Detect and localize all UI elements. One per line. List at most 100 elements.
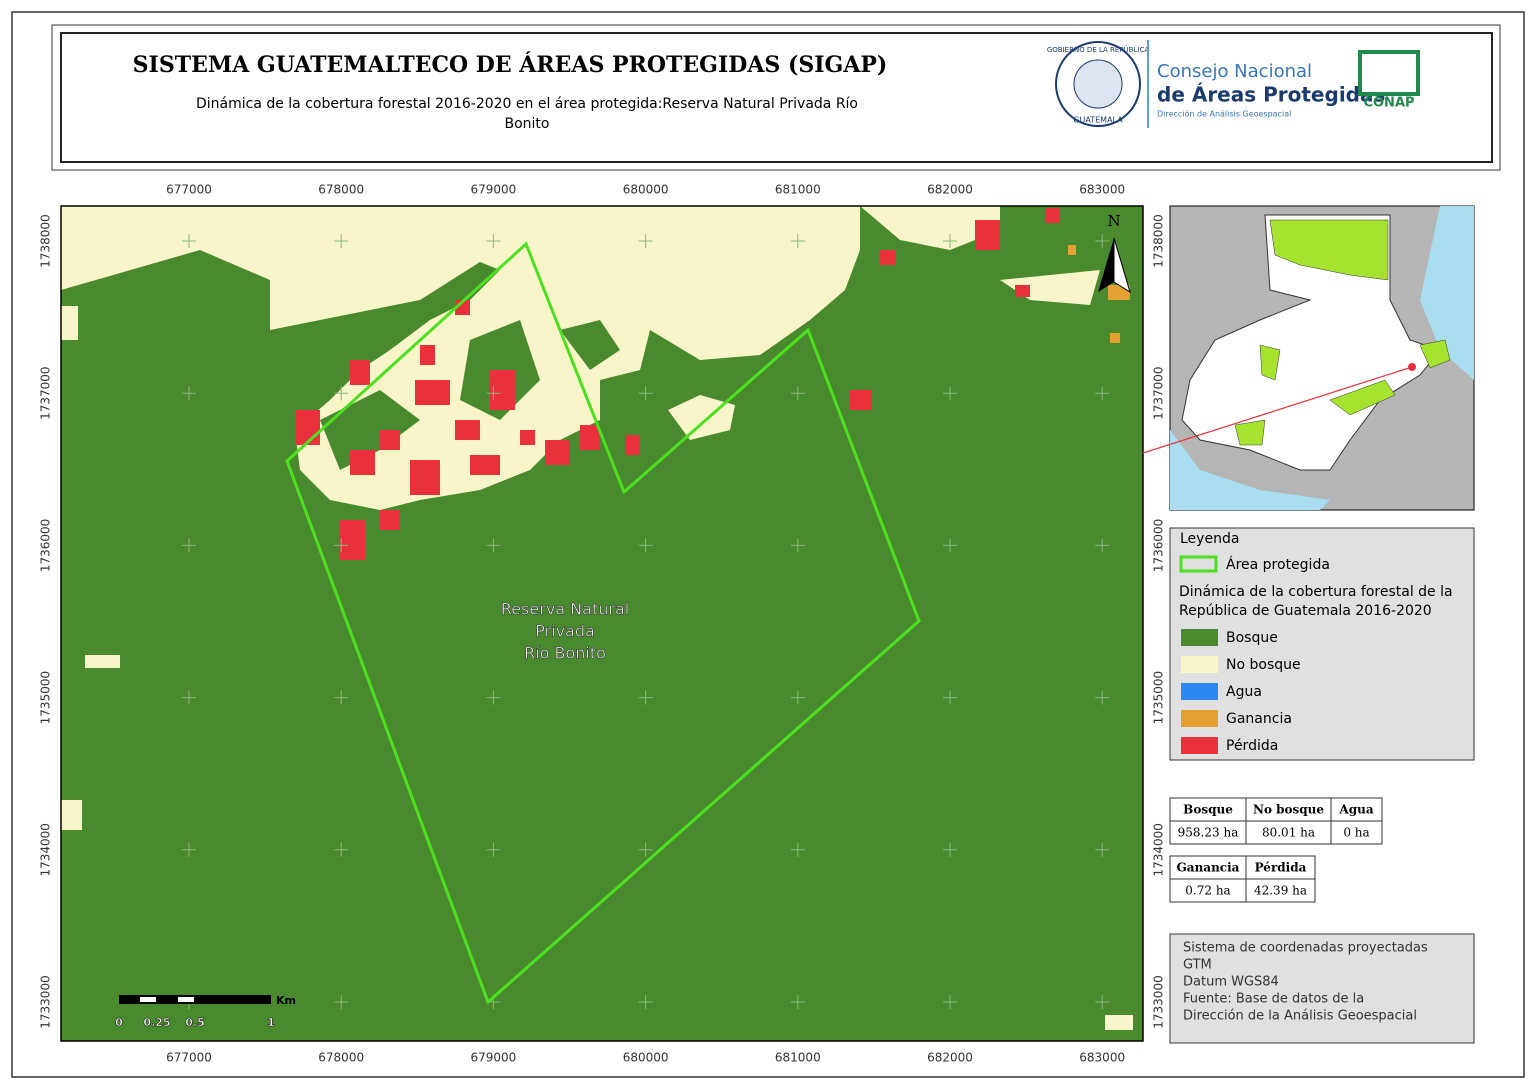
grid-cross [182,690,196,705]
legend-label: No bosque [1226,657,1301,673]
grid-cross [943,995,957,1009]
grid-cross [943,386,957,401]
x-coordinate: 681000 [775,183,821,197]
grid-cross [486,538,501,553]
map-border [60,205,1144,1042]
grid-cross [790,995,805,1009]
grid-cross [638,690,653,705]
grid-cross [943,538,957,553]
footnote-line: Dirección de la Análisis Geoespacial [1183,1009,1417,1024]
y-coordinate: 1734000 [39,823,53,876]
area-label: Reserva Natural Privada Río Bonito [501,599,630,663]
legend-subtitle: Dinámica de la cobertura forestal de la [1179,584,1453,600]
y-coordinate: 1735000 [1152,671,1166,724]
grid-cross [638,234,653,248]
table-value: 0 ha [1343,826,1369,840]
subtitle: Bonito [505,116,550,132]
x-coordinate: 678000 [318,183,364,197]
grid-cross [638,995,653,1009]
grid-cross [943,842,957,857]
scale-unit: Km [276,994,296,1007]
grid-cross [334,690,349,705]
legend-box [1169,527,1475,761]
locator-point [1408,363,1416,371]
legend-swatch [1181,737,1218,754]
scale-label: 0.5 [185,1016,205,1029]
table-header: Agua [1338,803,1373,817]
scale-label: 1 [267,1016,275,1029]
grid-cross [1095,690,1110,705]
grid-cross [334,386,349,401]
protected-area [285,241,921,1005]
grid-cross [486,234,501,248]
grid-cross [334,234,349,248]
north-arrow [1113,237,1131,294]
grid-cross [334,842,349,857]
legend-title: Leyenda [1180,531,1239,547]
legend: Leyenda Área protegida Dinámica de la co… [1169,527,1475,761]
protected-areas [1234,219,1451,446]
legend-label: Pérdida [1226,738,1278,754]
table-header: Bosque [1183,803,1233,817]
table-cell [1245,878,1316,903]
area-tables: Bosque 958.23 ha No bosque 80.01 ha Agua 0 ha… [1169,797,1383,903]
inset-map [1142,205,1475,511]
legend-label: Agua [1226,684,1262,700]
grid-cross [334,995,349,1009]
y-coordinate: 1737000 [1152,366,1166,419]
country [1181,214,1441,471]
water [1170,206,1474,510]
locator-line [1142,366,1413,454]
x-coordinate: 683000 [1079,1051,1125,1065]
table-header: No bosque [1253,803,1324,817]
grid-cross [638,386,653,401]
y-coordinate: 1736000 [39,519,53,572]
x-coordinate: 683000 [1079,183,1125,197]
x-coordinate: 677000 [166,1051,212,1065]
scale-label: 0.25 [143,1016,170,1029]
seal-text: GUATEMALA [1073,116,1123,125]
area-label-line: Reserva Natural [501,600,629,619]
council-text: de Áreas Protegidas [1157,83,1385,107]
seal-text: GOBIERNO DE LA REPÚBLICA [1047,45,1149,54]
north-arrow [1098,238,1114,292]
legend-swatch [1181,710,1218,727]
x-coordinate: 677000 [166,183,212,197]
grid-cross [790,538,805,553]
scale-segment [119,995,271,1004]
x-coordinate: 680000 [623,183,669,197]
grid-cross [486,386,501,401]
grid-cross [790,690,805,705]
grid-cross [1095,842,1110,857]
y-coordinate: 1738000 [39,214,53,267]
legend-swatch [1181,683,1218,700]
seal-center [1073,59,1123,109]
table-value: 0.72 ha [1185,884,1230,898]
footnote-box [1169,933,1475,1044]
loss-patches [295,208,1060,560]
header-box [60,32,1493,163]
x-coordinate: 679000 [470,1051,516,1065]
x-coordinate: 678000 [318,1051,364,1065]
x-coordinate: 679000 [470,183,516,197]
table-header: Ganancia [1177,861,1240,875]
grid-cross [638,842,653,857]
grid-cross [182,234,196,248]
y-coordinate: 1733000 [1152,975,1166,1028]
scale-segment [140,997,156,1002]
coordinate-labels: 677000 677000 678000 678000 679000 679000 6800… [39,183,1166,1065]
x-coordinate: 682000 [927,183,973,197]
conap-icon [1358,50,1420,96]
grid-cross [943,690,957,705]
x-coordinate: 682000 [927,1051,973,1065]
legend-label: Área protegida [1226,556,1330,573]
grid-cross [943,234,957,248]
grid-cross [638,538,653,553]
grid-cross [182,538,196,553]
legend-swatch [1181,629,1218,646]
conap-text: CONAP [1363,96,1414,111]
x-coordinate: 681000 [775,1051,821,1065]
grid-crosses [182,234,1110,1009]
table-header: Pérdida [1255,861,1307,875]
